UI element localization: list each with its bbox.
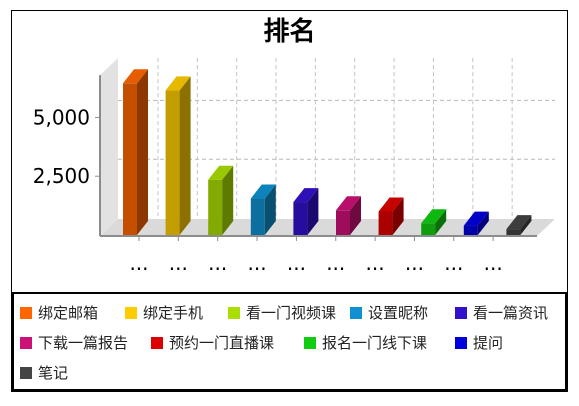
legend-item: 提问 bbox=[455, 334, 503, 352]
bar-front-face bbox=[250, 198, 265, 235]
bar-side-face bbox=[350, 196, 361, 235]
bar bbox=[463, 211, 489, 235]
bar-top-face bbox=[421, 209, 447, 224]
bar-front-face bbox=[123, 83, 137, 236]
legend: 绑定邮箱 绑定手机 看一门视频课 设置昵称 看一篇资讯 下载一篇报告 预约一门直… bbox=[12, 292, 567, 391]
bar-front-face bbox=[463, 225, 478, 235]
bar-chart-plot: 2,500 5,000 .............................… bbox=[33, 58, 555, 275]
bars bbox=[123, 69, 532, 236]
bar-side-face bbox=[179, 76, 191, 236]
legend-label: 看一门视频课 bbox=[246, 304, 337, 322]
bar bbox=[336, 196, 361, 235]
legend-item: 报名一门线下课 bbox=[304, 334, 427, 352]
bar-side-face bbox=[435, 209, 447, 235]
legend-label: 绑定邮箱 bbox=[38, 304, 99, 322]
x-tick-label: ... bbox=[287, 251, 306, 275]
bar-front-face bbox=[378, 211, 393, 235]
legend-swatch bbox=[455, 337, 467, 349]
bar bbox=[208, 165, 234, 235]
x-tick-label: ... bbox=[326, 251, 345, 275]
legend-swatch bbox=[20, 367, 32, 379]
legend-label: 绑定手机 bbox=[143, 304, 204, 322]
bar-front-face bbox=[165, 90, 180, 236]
axes bbox=[99, 75, 537, 237]
bar-side-face bbox=[137, 69, 148, 235]
bar-side-face bbox=[392, 197, 404, 235]
legend-label: 设置昵称 bbox=[368, 304, 429, 322]
legend-swatch bbox=[304, 337, 316, 349]
bar-front-face bbox=[421, 223, 436, 235]
bar bbox=[421, 209, 447, 235]
x-tick-label: ... bbox=[208, 251, 227, 275]
legend-item: 绑定手机 bbox=[125, 304, 203, 322]
bar-top-face bbox=[336, 196, 361, 211]
bar bbox=[250, 184, 276, 235]
x-tick-label: ... bbox=[169, 251, 188, 275]
bar-top-face bbox=[250, 184, 276, 199]
x-axis-ticks: .............................. bbox=[129, 236, 503, 275]
x-tick-label: ... bbox=[129, 251, 148, 275]
legend-swatch bbox=[151, 337, 163, 349]
legend-label: 提问 bbox=[473, 334, 504, 352]
bar bbox=[165, 76, 191, 236]
x-tick-label: ... bbox=[484, 251, 503, 275]
bar-top-face bbox=[378, 197, 404, 212]
y-tick-label: 5,000 bbox=[33, 105, 90, 129]
bar bbox=[506, 215, 532, 235]
gridlines bbox=[118, 58, 555, 219]
bar-front-face bbox=[293, 202, 308, 235]
bar-top-face bbox=[208, 165, 234, 180]
x-tick-label: ... bbox=[405, 251, 424, 275]
legend-item: 下载一篇报告 bbox=[20, 334, 128, 352]
legend-swatch bbox=[125, 307, 137, 319]
legend-swatch bbox=[228, 307, 240, 319]
bar-side-face bbox=[264, 184, 276, 235]
bar-top-face bbox=[123, 69, 148, 84]
bar-front-face bbox=[336, 210, 350, 235]
bar bbox=[293, 188, 319, 235]
y-axis-ticks: 2,500 5,000 bbox=[33, 105, 100, 188]
left-wall bbox=[100, 58, 118, 236]
bar bbox=[378, 197, 404, 235]
bar-side-face bbox=[222, 165, 234, 235]
legend-item: 设置昵称 bbox=[350, 304, 428, 322]
legend-label: 看一篇资讯 bbox=[473, 304, 549, 322]
legend-swatch bbox=[350, 307, 362, 319]
legend-item: 笔记 bbox=[20, 364, 68, 382]
legend-item: 看一门视频课 bbox=[228, 304, 336, 322]
bar-top-face bbox=[293, 188, 319, 203]
bar-front-face bbox=[208, 179, 223, 235]
legend-item: 预约一门直播课 bbox=[151, 334, 274, 352]
chart-frame bbox=[11, 10, 568, 392]
bar-side-face bbox=[477, 211, 489, 235]
bar bbox=[123, 69, 148, 236]
back-wall bbox=[118, 58, 555, 220]
legend-swatch bbox=[20, 337, 32, 349]
bar-side-face bbox=[307, 188, 319, 235]
x-tick-label: ... bbox=[444, 251, 463, 275]
legend-label: 报名一门线下课 bbox=[322, 334, 428, 352]
legend-swatch bbox=[455, 307, 467, 319]
legend-swatch bbox=[20, 307, 32, 319]
legend-label: 下载一篇报告 bbox=[38, 334, 129, 352]
x-tick-label: ... bbox=[248, 251, 267, 275]
y-tick-label: 2,500 bbox=[33, 164, 90, 188]
legend-label: 预约一门直播课 bbox=[169, 334, 275, 352]
bar-top-face bbox=[506, 215, 532, 230]
legend-item: 看一篇资讯 bbox=[455, 304, 548, 322]
legend-item: 绑定邮箱 bbox=[20, 304, 98, 322]
legend-label: 笔记 bbox=[38, 364, 69, 382]
bar-top-face bbox=[463, 211, 489, 226]
x-tick-label: ... bbox=[366, 251, 385, 275]
bar-front-face bbox=[506, 229, 521, 235]
bar-side-face bbox=[520, 215, 532, 235]
bar-top-face bbox=[165, 76, 191, 91]
chart-title: 排名 bbox=[263, 17, 316, 47]
